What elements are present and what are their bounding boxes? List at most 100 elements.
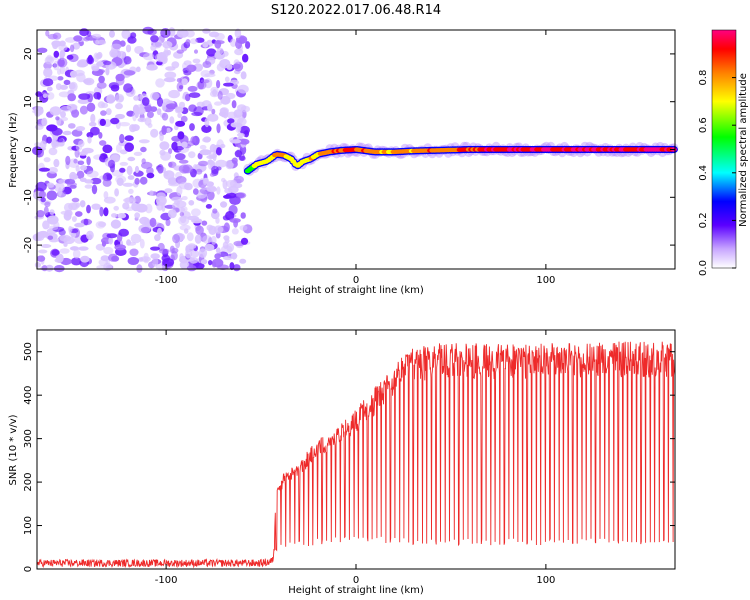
heatmap-noise-cell [68,225,73,233]
heatmap-noise-cell [216,123,221,134]
heatmap-noise-cell [109,30,115,38]
heatmap-noise-cell [207,113,219,122]
heatmap-noise-cell [34,142,42,147]
heatmap-noise-cell [43,157,51,163]
snr-panel: -100 0 100 0 100 200 300 400 500 Height of strai… [8,329,676,596]
heatmap-noise-cell [86,204,91,214]
heatmap-noise-cell [53,140,59,149]
heatmap-noise-cell [176,49,184,54]
heatmap-noise-cell [185,249,193,259]
heatmap-noise-cell [75,211,83,217]
heatmap-noise-cell [39,140,47,150]
heatmap-noise-cell [240,212,246,219]
heatmap-noise-cell [128,188,134,194]
heatmap-noise-cell [167,209,177,219]
heatmap-noise-cell [90,177,102,185]
heatmap-noise-cell [93,92,101,100]
heatmap-noise-cell [179,182,190,190]
heatmap-noise-cell [96,81,107,89]
heatmap-noise-cell [96,265,109,270]
heatmap-noise-cell [189,257,199,264]
heatmap-noise-cell [223,194,232,199]
heatmap-noise-cell [134,165,140,174]
heatmap-noise-cell [45,30,50,37]
heatmap-noise-cell [186,232,194,242]
heatmap-noise-cell [223,222,230,233]
heatmap-noise-cell [102,174,108,181]
heatmap-noise-cell [161,112,169,121]
heatmap-noise-cell [75,165,80,172]
heatmap-noise-cell [202,61,212,68]
heatmap-noise-cell [146,111,154,119]
heatmap-noise-cell [129,248,139,257]
heatmap-noise-cell [204,243,215,252]
heatmap-noise-cell [142,26,154,35]
heatmap-noise-cell [178,159,189,164]
heatmap-noise-cell [49,106,62,116]
heatmap-noise-cell [79,200,86,208]
heatmap-noise-cell [240,105,251,113]
heatmap-noise-cell [220,143,226,149]
heatmap-noise-cell [84,184,93,189]
snr-y-tick-label: 400 [23,386,34,405]
heatmap-noise-cell [123,83,133,93]
snr-y-tick-label: 300 [23,429,34,448]
heatmap-noise-cell [115,113,125,120]
heatmap-noise-cell [80,165,87,171]
heatmap-noise-cell [83,77,95,86]
heatmap-noise-cell [53,50,60,58]
heatmap-noise-cell [70,232,76,238]
heatmap-noise-cell [34,124,44,130]
heatmap-noise-cell [228,204,238,215]
heatmap-noise-cell [60,111,66,118]
heatmap-noise-cell [154,234,161,242]
heatmap-noise-cell [235,192,247,199]
heatmap-noise-cell [125,44,132,53]
heatmap-noise-cell [199,149,212,156]
heatmap-noise-cell [161,125,167,135]
heatmap-noise-cell [129,124,137,133]
heatmap-noise-cell [141,158,146,165]
heatmap-noise-cell [48,147,58,156]
heatmap-noise-cell [66,103,78,111]
heatmap-noise-cell [134,46,144,54]
heatmap-noise-cell [223,235,230,241]
heatmap-noise-cell [121,29,131,39]
heatmap-noise-cell [230,139,242,144]
heatmap-noise-cell [216,186,221,195]
heatmap-noise-cell [51,40,62,47]
heatmap-noise-cell [234,150,243,158]
heatmap-noise-cell [232,264,241,272]
heatmap-noise-cell [237,84,249,94]
heatmap-noise-cell [38,249,48,254]
heatmap-noise-cell [114,188,119,197]
heatmap-noise-cell [165,219,171,227]
snr-x-tick-label: -100 [155,575,178,586]
heatmap-noise-cell [72,249,81,259]
heatmap-noise-cell [143,252,149,261]
heatmap-noise-cell [200,259,208,265]
heatmap-x-tick-label: 0 [353,275,359,286]
heatmap-noise-cell [135,203,148,213]
heatmap-noise-cell [134,195,142,204]
heatmap-noise-cell [59,50,66,58]
heatmap-noise-cell [245,41,251,49]
heatmap-noise-cell [239,138,250,145]
heatmap-noise-cell [238,37,246,45]
snr-axes: -100 0 100 0 100 200 300 400 500 [23,330,675,586]
heatmap-noise-cell [159,141,170,151]
heatmap-noise-cell [216,47,224,55]
heatmap-noise-cell [168,161,177,169]
heatmap-noise-cell [109,49,118,58]
heatmap-noise-cell [97,101,106,109]
heatmap-noise-cell [155,78,165,88]
heatmap-noise-cell [77,160,85,166]
heatmap-noise-cell [201,124,212,133]
heatmap-noise-cell [176,29,189,38]
snr-series-line [36,341,676,569]
heatmap-noise-cell [86,230,94,240]
heatmap-noise-cell [242,53,249,63]
heatmap-noise-cell [223,82,234,87]
heatmap-noise-cell [213,225,224,234]
heatmap-signal-trace [243,141,679,176]
